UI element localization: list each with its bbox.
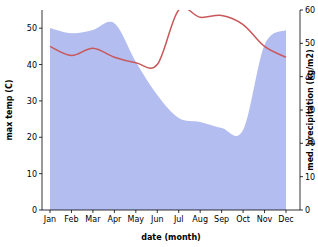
x-tick <box>135 210 136 213</box>
y2-tick <box>300 43 303 44</box>
y2-label: med. precipitation (kg/m2) <box>306 49 315 170</box>
x-tick-label: Aug <box>192 215 208 224</box>
y-label: max temp (C) <box>5 80 14 141</box>
y-tick-label: 10 <box>27 170 37 179</box>
x-tick-label: Jun <box>150 215 164 224</box>
y2-tick <box>300 76 303 77</box>
x-tick <box>200 210 201 213</box>
x-tick <box>71 210 72 213</box>
x-tick-label: Mar <box>85 215 101 224</box>
x-tick-label: Apr <box>107 215 122 224</box>
x-tick <box>221 210 222 213</box>
temp-line <box>50 10 286 68</box>
x-tick <box>286 210 287 213</box>
x-tick <box>114 210 115 213</box>
x-tick <box>50 210 51 213</box>
y2-tick <box>300 110 303 111</box>
y-tick <box>39 100 42 101</box>
y2-tick <box>300 10 303 11</box>
x-tick-label: May <box>128 215 145 224</box>
y2-tick-label: 0 <box>305 206 310 215</box>
x-axis <box>42 210 300 211</box>
x-tick-label: Jul <box>173 215 184 224</box>
y2-tick <box>300 143 303 144</box>
x-tick <box>157 210 158 213</box>
x-tick-label: Nov <box>257 215 273 224</box>
x-tick-label: Feb <box>64 215 78 224</box>
y2-tick <box>300 176 303 177</box>
x-tick <box>178 210 179 213</box>
y2-tick-label: 50 <box>305 39 315 48</box>
y-axis <box>42 10 43 210</box>
plot-area <box>50 10 286 210</box>
y-tick-label: 30 <box>27 97 37 106</box>
y2-tick-label: 60 <box>305 6 315 15</box>
y-tick <box>39 137 42 138</box>
y-tick-label: 50 <box>27 24 37 33</box>
x-tick-label: Jan <box>43 215 56 224</box>
x-tick-label: Sep <box>214 215 229 224</box>
x-tick <box>264 210 265 213</box>
y2-tick <box>300 210 303 211</box>
x-tick-label: Dec <box>278 215 293 224</box>
y-tick-label: 20 <box>27 133 37 142</box>
y-tick <box>39 210 42 211</box>
y-tick-label: 0 <box>32 206 37 215</box>
y-tick <box>39 28 42 29</box>
y-tick <box>39 173 42 174</box>
x-tick-label: Oct <box>236 215 250 224</box>
y2-tick-label: 10 <box>305 173 315 182</box>
x-tick <box>92 210 93 213</box>
y-tick-label: 40 <box>27 61 37 70</box>
chart: 010203040500102030405060JanFebMarAprMayJ… <box>0 0 318 247</box>
x-tick <box>243 210 244 213</box>
y-tick <box>39 64 42 65</box>
x-label: date (month) <box>141 233 201 242</box>
